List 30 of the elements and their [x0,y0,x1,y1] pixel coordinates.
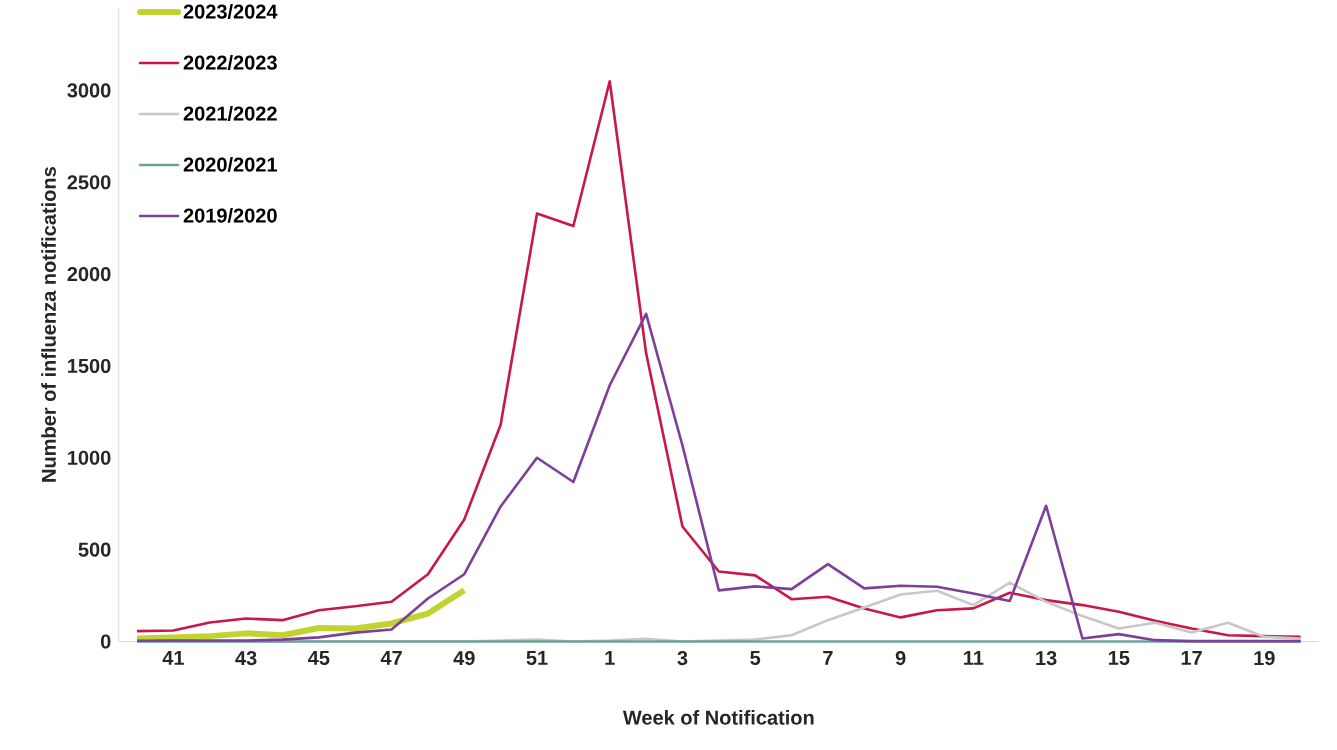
y-tick-label: 3000 [67,83,111,98]
x-tick-label: 5 [750,650,761,665]
legend-label: 2021/2022 [183,105,277,121]
x-axis-title: Week of Notification [622,709,814,725]
x-tick-label: 19 [1254,650,1275,665]
x-tick-label: 43 [235,650,257,665]
x-tick-label: 7 [823,650,833,665]
legend-label: 2020/2021 [183,156,277,172]
x-tick-label: 41 [162,650,184,665]
x-tick-label: 49 [453,650,475,665]
x-tick-label: 9 [895,650,906,665]
x-tick-label: 47 [380,650,402,665]
x-tick-label: 51 [526,650,548,665]
y-tick-label: 2000 [67,266,111,281]
x-tick-label: 1 [605,650,615,665]
x-tick-label: 45 [308,650,330,665]
x-tick-label: 11 [964,650,984,665]
y-tick-label: 1000 [68,450,111,465]
x-tick-label: 13 [1036,650,1057,665]
y-tick-label: 2500 [67,174,111,190]
legend-label: 2023/2024 [183,3,278,19]
x-tick-label: 3 [677,650,688,665]
legend-label: 2019/2020 [183,207,277,223]
x-tick-label: 15 [1108,650,1130,665]
y-tick-label: 0 [100,634,111,649]
x-tick-label: 17 [1181,650,1202,665]
y-tick-label: 500 [78,542,111,557]
legend-label: 2022/2023 [183,54,277,70]
y-axis-title: Number of influenza notifications [41,166,56,482]
y-tick-label: 1500 [68,358,111,373]
